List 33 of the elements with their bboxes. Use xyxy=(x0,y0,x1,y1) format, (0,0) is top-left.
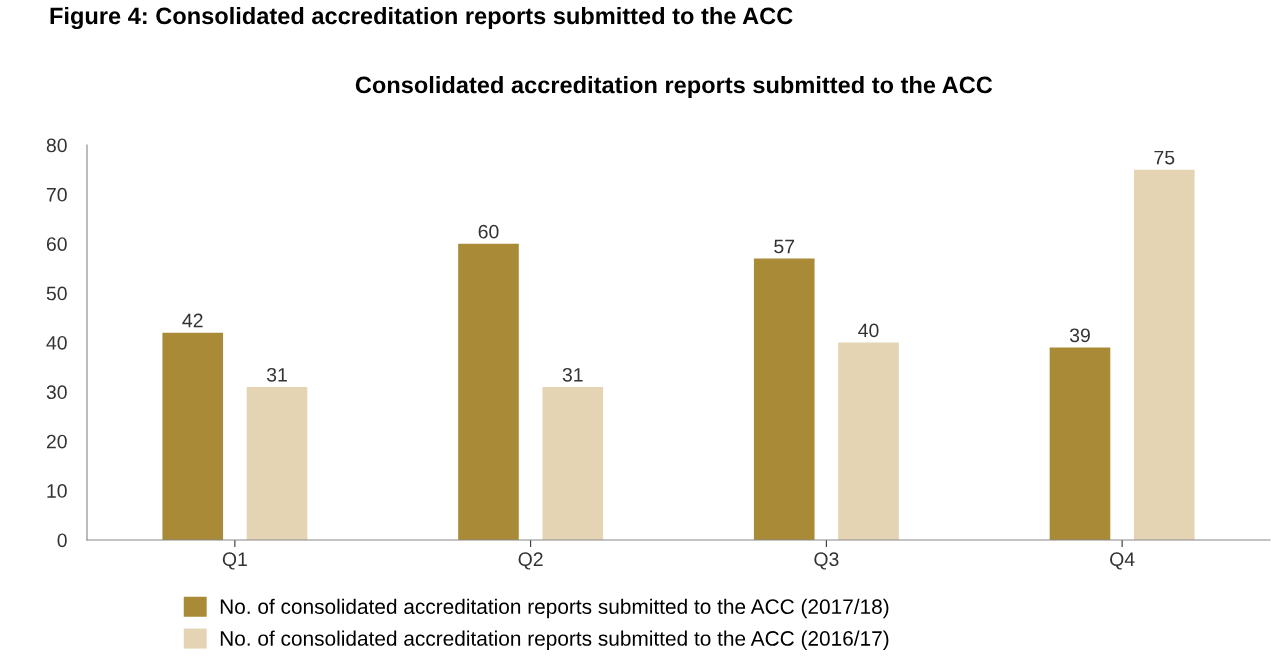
data-label: 31 xyxy=(266,367,287,382)
legend-label: No. of consolidated accreditation reports submitted to the ACC (2016/17) xyxy=(220,630,889,650)
y-tick-label: 0 xyxy=(57,533,67,548)
x-tick-label: Q2 xyxy=(518,552,543,570)
data-label: 40 xyxy=(858,323,879,338)
chart-subtitle: Consolidated accreditation reports submitted to the ACC xyxy=(355,76,993,98)
y-tick-label: 40 xyxy=(46,335,67,350)
bar xyxy=(1133,169,1195,540)
y-tick-label: 30 xyxy=(46,385,67,400)
data-label: 75 xyxy=(1154,150,1175,165)
y-tick-label: 20 xyxy=(46,434,67,449)
y-tick-label: 60 xyxy=(46,237,67,251)
chart-title: Figure 4: Consolidated accreditation reports submitted to the ACC xyxy=(50,6,793,30)
data-label: 42 xyxy=(182,313,203,328)
x-tick-label: Q3 xyxy=(814,552,839,570)
x-tick-label: Q4 xyxy=(1110,552,1135,570)
data-label: 39 xyxy=(1069,328,1090,343)
bar xyxy=(458,243,519,540)
y-tick-label: 80 xyxy=(46,138,67,153)
data-label: 31 xyxy=(562,367,583,382)
bar xyxy=(542,386,604,540)
legend-label: No. of consolidated accreditation reports submitted to the ACC (2017/18) xyxy=(220,598,889,619)
bar xyxy=(838,342,899,540)
data-label: 57 xyxy=(774,239,795,254)
y-tick-label: 70 xyxy=(46,187,67,202)
x-tick-label: Q1 xyxy=(222,552,247,570)
bar xyxy=(753,258,815,540)
y-tick-label: 10 xyxy=(47,484,67,498)
data-label: 60 xyxy=(478,224,499,239)
bar xyxy=(1049,347,1111,540)
bar xyxy=(246,386,308,540)
bar xyxy=(162,332,224,540)
y-tick-label: 50 xyxy=(46,286,67,301)
